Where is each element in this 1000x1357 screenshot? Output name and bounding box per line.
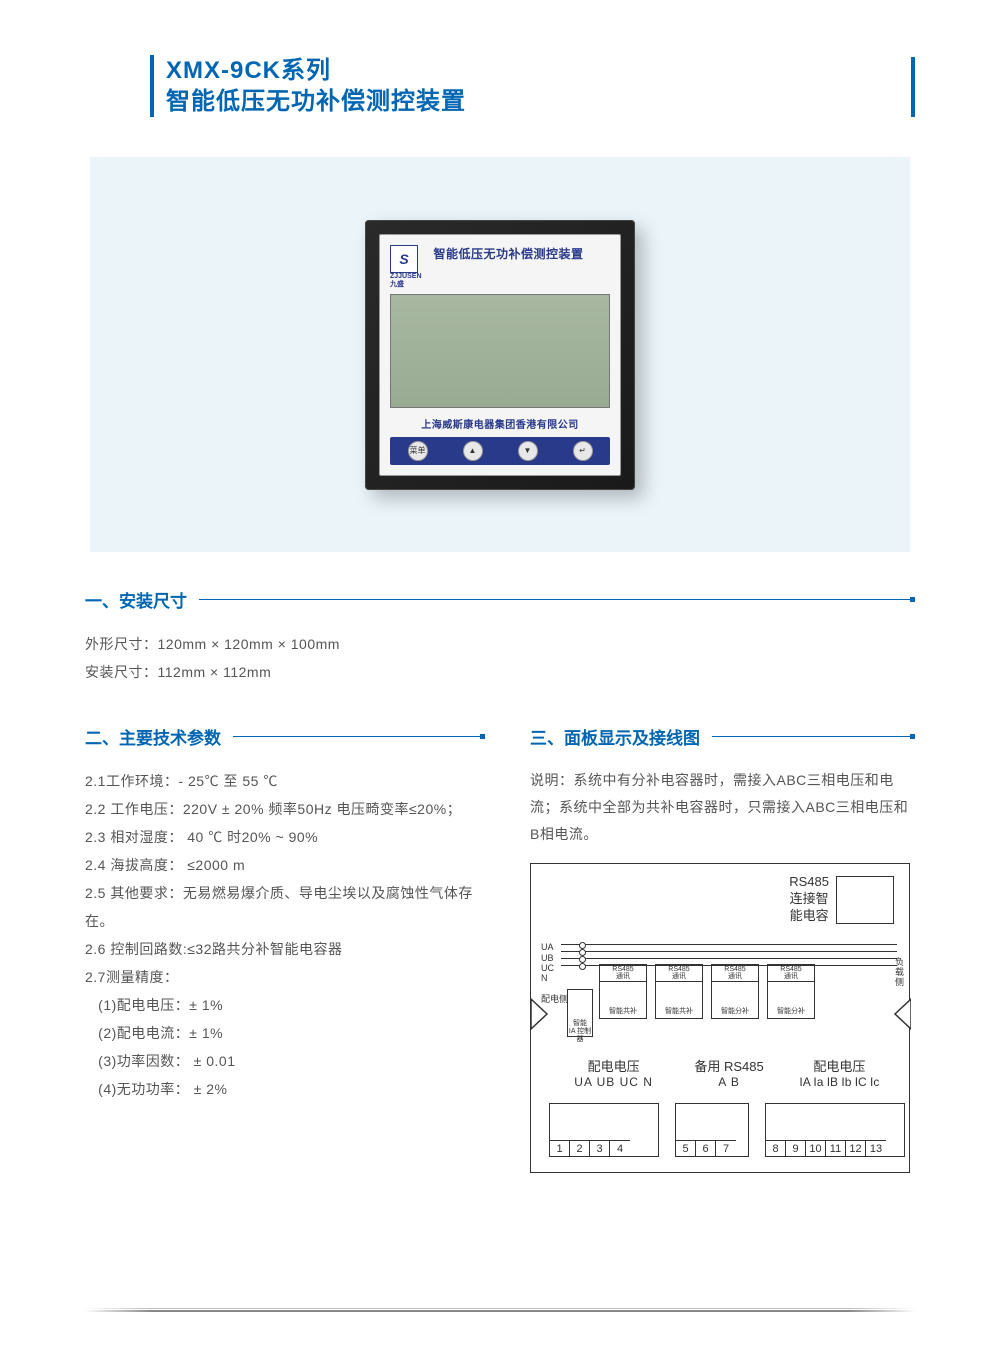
- section1-head: 一、安装尺寸: [85, 587, 915, 612]
- tbox-1: 1 2 3 4: [549, 1103, 659, 1157]
- tbox-2: 5 6 7: [675, 1103, 749, 1157]
- device-logo-block: S ZJJUSEN 九盛: [390, 245, 422, 288]
- device-btn-down: ▼: [518, 441, 538, 461]
- device-btn-menu: 菜单: [408, 441, 428, 461]
- rl-1: UB: [541, 953, 554, 963]
- title-block: XMX-9CK系列 智能低压无功补偿测控装置: [150, 55, 915, 117]
- title-text: XMX-9CK系列 智能低压无功补偿测控装置: [166, 55, 899, 117]
- module-3: RS485 通讯 智能分补: [767, 964, 815, 1019]
- wiring-diagram: RS485 连接智 能电容 UA UB UC N 负载侧 配电侧 智能 IA 控…: [530, 863, 910, 1173]
- section3-desc: 说明：系统中有分补电容器时，需接入ABC三相电压和电流；系统中全部为共补电容器时…: [530, 767, 915, 847]
- terminal-labels: 配电电压 UA UB UC N 备用 RS485 A B 配电电压 IA Ia …: [531, 1056, 909, 1089]
- module-1: RS485 通讯 智能共补: [655, 964, 703, 1019]
- src-side-label: 配电侧: [541, 992, 568, 1005]
- s2-l3: 2.4 海拔高度： ≤2000 m: [85, 851, 485, 879]
- section1-line-1: 安装尺寸：112mm × 112mm: [85, 658, 915, 686]
- title-line1: XMX-9CK系列: [166, 55, 899, 86]
- section2-rule: [233, 736, 485, 737]
- rl-2: UC: [541, 963, 554, 973]
- s2-l7: (1)配电电压：± 1%: [85, 991, 485, 1019]
- term-group-2: 备用 RS485 A B: [684, 1056, 774, 1089]
- footer-rule: [85, 1310, 915, 1312]
- rs485-label: RS485 连接智 能电容: [789, 874, 829, 925]
- term-group-1: 配电电压 UA UB UC N: [549, 1056, 678, 1089]
- device-btn-up: ▲: [463, 441, 483, 461]
- title-bar-left: [150, 55, 154, 117]
- device-brand-en: ZJJUSEN: [390, 273, 422, 281]
- section-panel-wiring: 三、面板显示及接线图 说明：系统中有分补电容器时，需接入ABC三相电压和电流；系…: [530, 724, 915, 1173]
- section1-title: 一、安装尺寸: [85, 587, 187, 612]
- module-row: RS485 通讯 智能共补 RS485 通讯 智能共补 RS485 通讯 智能分…: [599, 964, 815, 1019]
- rs485-box: [836, 876, 894, 924]
- controller-box: 智能 IA 控制器: [567, 989, 593, 1037]
- s2-l9: (3)功率因数： ± 0.01: [85, 1047, 485, 1075]
- s2-l4: 2.5 其他要求：无易燃易爆介质、导电尘埃以及腐蚀性气体存在。: [85, 879, 485, 935]
- section-tech-params: 二、主要技术参数 2.1工作环境：- 25℃ 至 55 ℃ 2.2 工作电压：2…: [85, 724, 485, 1173]
- device-face: S ZJJUSEN 九盛 智能低压无功补偿测控装置 上海威斯康电器集团香港有限公…: [379, 234, 621, 476]
- wiring-row-labels: UA UB UC N: [541, 942, 554, 983]
- device-company: 上海威斯康电器集团香港有限公司: [390, 416, 610, 431]
- s2-l10: (4)无功功率： ± 2%: [85, 1075, 485, 1103]
- device-btn-enter: ↵: [573, 441, 593, 461]
- s2-l8: (2)配电电流：± 1%: [85, 1019, 485, 1047]
- tbox-3: 8 9 10 11 12 13: [765, 1103, 905, 1157]
- device-mockup: S ZJJUSEN 九盛 智能低压无功补偿测控装置 上海威斯康电器集团香港有限公…: [365, 220, 635, 490]
- s2-l5: 2.6 控制回路数:≤32路共分补智能电容器: [85, 935, 485, 963]
- two-column-area: 二、主要技术参数 2.1工作环境：- 25℃ 至 55 ℃ 2.2 工作电压：2…: [85, 724, 915, 1173]
- section2-title: 二、主要技术参数: [85, 724, 221, 749]
- device-title: 智能低压无功补偿测控装置: [434, 245, 584, 262]
- section3-rule: [712, 736, 915, 737]
- product-photo-area: S ZJJUSEN 九盛 智能低压无功补偿测控装置 上海威斯康电器集团香港有限公…: [90, 157, 910, 552]
- s2-l6: 2.7测量精度：: [85, 963, 485, 991]
- device-brand-cn: 九盛: [390, 281, 422, 289]
- s2-l2: 2.3 相对湿度： 40 ℃ 时20% ~ 90%: [85, 823, 485, 851]
- section3-head: 三、面板显示及接线图: [530, 724, 915, 749]
- term-group-3: 配电电压 IA Ia IB Ib IC Ic: [770, 1056, 909, 1089]
- module-0: RS485 通讯 智能共补: [599, 964, 647, 1019]
- section3-title: 三、面板显示及接线图: [530, 724, 700, 749]
- section1-rule: [199, 599, 915, 600]
- title-line2: 智能低压无功补偿测控装置: [166, 86, 899, 117]
- device-logo: S: [390, 245, 418, 273]
- section2-head: 二、主要技术参数: [85, 724, 485, 749]
- terminal-boxes: 1 2 3 4 5 6 7 8 9 10 11: [549, 1103, 905, 1157]
- device-screen: [390, 294, 610, 408]
- s2-l0: 2.1工作环境：- 25℃ 至 55 ℃: [85, 767, 485, 795]
- module-2: RS485 通讯 智能分补: [711, 964, 759, 1019]
- device-header: S ZJJUSEN 九盛 智能低压无功补偿测控装置: [390, 245, 610, 288]
- title-bar-right: [911, 57, 915, 117]
- section1-line-0: 外形尺寸：120mm × 120mm × 100mm: [85, 630, 915, 658]
- page: XMX-9CK系列 智能低压无功补偿测控装置 S ZJJUSEN 九盛 智能低压…: [0, 0, 1000, 1213]
- section-install-dimensions: 一、安装尺寸 外形尺寸：120mm × 120mm × 100mm 安装尺寸：1…: [85, 587, 915, 686]
- s2-l1: 2.2 工作电压：220V ± 20% 频率50Hz 电压畸变率≤20%；: [85, 795, 485, 823]
- rl-0: UA: [541, 942, 554, 952]
- rl-3: N: [541, 973, 554, 983]
- device-button-bar: 菜单 ▲ ▼ ↵: [390, 437, 610, 465]
